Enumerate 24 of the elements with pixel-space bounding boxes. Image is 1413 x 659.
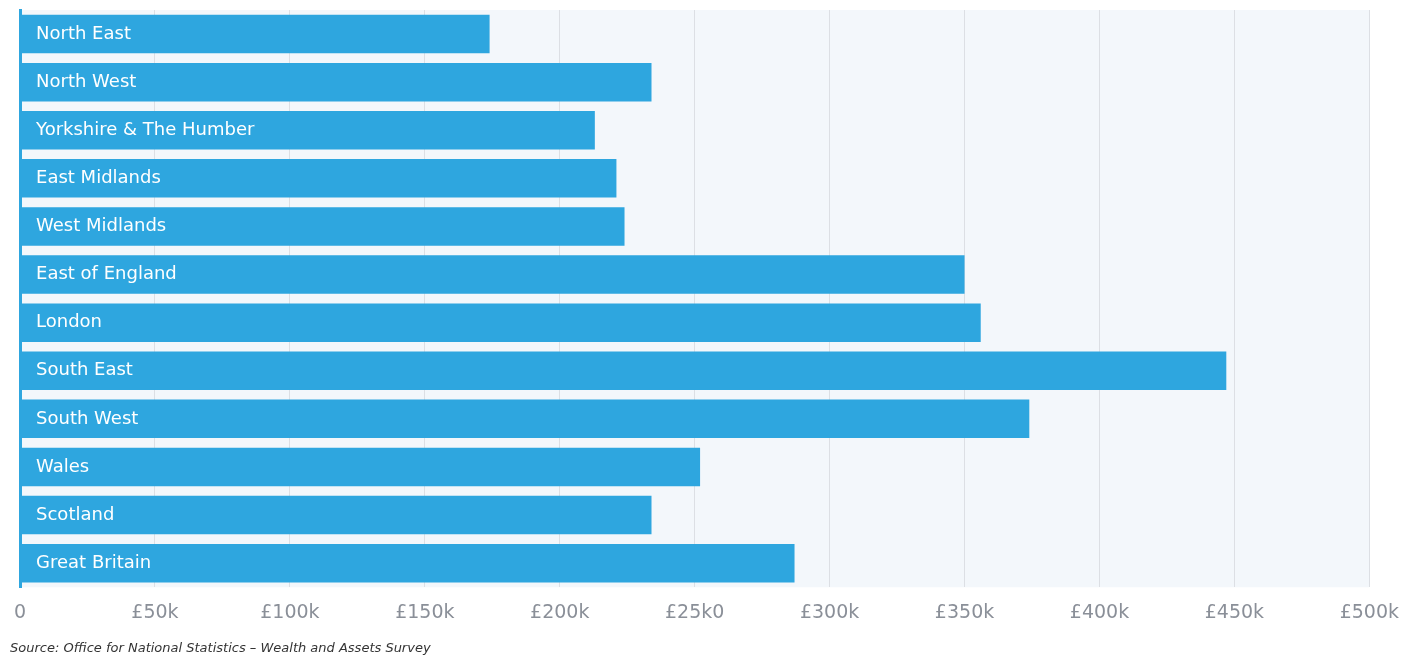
x-tick-label: £150k [395, 599, 455, 622]
x-tick-label: 0 [14, 599, 27, 622]
x-tick-label: £25k0 [665, 599, 725, 622]
source-note: Source: Office for National Statistics – Wealth and Assets Survey [10, 640, 431, 655]
y-tick-label: Great Britain [36, 550, 152, 572]
y-tick-label: East Midlands [36, 166, 161, 188]
y-tick-label: Scotland [36, 502, 115, 524]
x-tick-label: £200k [530, 599, 590, 622]
x-tick-label: £400k [1069, 599, 1130, 622]
x-tick-label: £100k [260, 599, 320, 622]
y-tick-label: Yorkshire & The Humber [35, 117, 256, 139]
y-tick-label: South West [36, 406, 139, 428]
y-tick-label: Wales [36, 454, 90, 476]
y-tick-label: North West [36, 69, 137, 91]
x-tick-label: £450k [1204, 599, 1265, 622]
x-tick-label: £350k [934, 599, 995, 622]
y-tick-label: South East [36, 358, 133, 380]
y-tick-label: North East [36, 21, 131, 43]
x-tick-label: £500k [1339, 599, 1399, 622]
y-tick-label: West Midlands [36, 214, 167, 236]
x-tick-label: £300k [799, 599, 860, 622]
y-tick-label: East of England [36, 262, 177, 284]
x-tick-label: £50k [131, 599, 179, 622]
y-tick-label: London [36, 310, 103, 332]
